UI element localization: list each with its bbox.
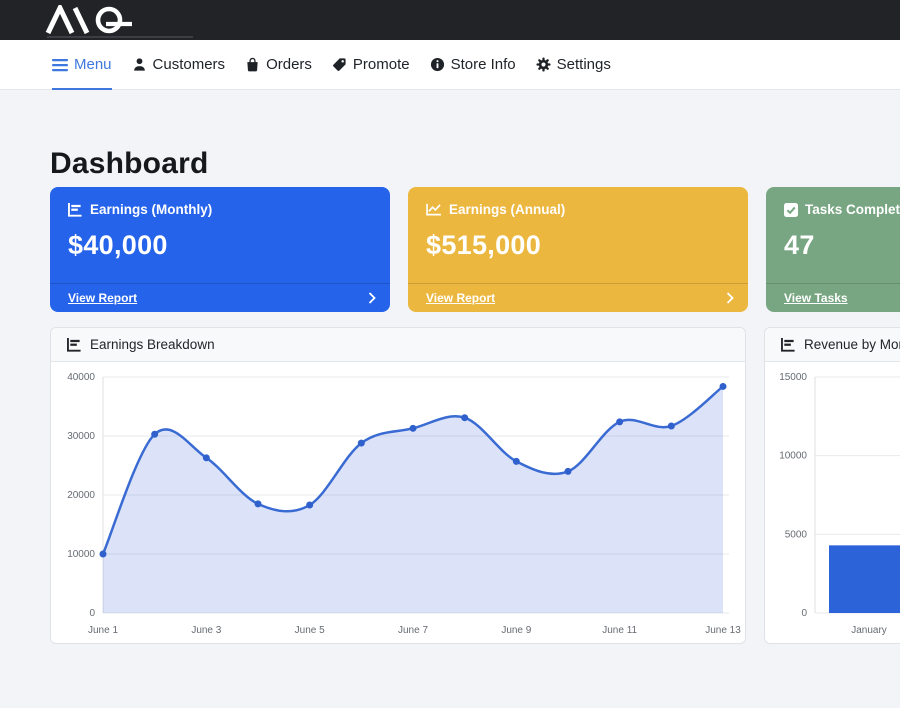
tasks-completed-card[interactable]: Tasks Completed 47 View Tasks: [766, 187, 900, 312]
aiq-logo-icon: [45, 2, 132, 35]
main-navigation: Menu Customers Orders Promote Store Info: [0, 40, 900, 90]
svg-text:40000: 40000: [67, 372, 95, 383]
chart-card-title: Earnings Breakdown: [90, 337, 215, 352]
stat-card-value: 47: [784, 230, 815, 260]
nav-label: Customers: [152, 56, 226, 73]
nav-label: Menu: [74, 56, 112, 73]
bar-chart-icon: [68, 202, 82, 217]
gear-icon: [536, 57, 551, 72]
svg-text:5000: 5000: [785, 529, 808, 540]
svg-text:June 13: June 13: [705, 625, 741, 636]
check-square-icon: [784, 202, 798, 217]
top-app-bar: [0, 0, 900, 40]
stat-card-value: $40,000: [68, 230, 168, 260]
brand-logo[interactable]: [45, 2, 137, 40]
tag-icon: [332, 58, 346, 71]
nav-item-store-info[interactable]: Store Info: [420, 40, 526, 89]
svg-text:0: 0: [89, 608, 95, 619]
svg-text:15000: 15000: [779, 372, 807, 383]
bar-chart-icon: [67, 337, 81, 352]
svg-text:0: 0: [801, 608, 807, 619]
svg-text:30000: 30000: [67, 431, 95, 442]
svg-text:June 11: June 11: [602, 625, 637, 636]
line-chart-icon: [426, 203, 441, 216]
svg-text:June 1: June 1: [88, 625, 118, 636]
chevron-right-icon: [368, 292, 376, 304]
chart-row: Earnings Breakdown 0 10000 20000 30000 40000…: [50, 327, 900, 644]
nav-item-menu[interactable]: Menu: [50, 40, 122, 90]
nav-item-settings[interactable]: Settings: [526, 40, 621, 89]
svg-text:10000: 10000: [67, 549, 95, 560]
svg-text:June 7: June 7: [398, 625, 428, 636]
nav-label: Store Info: [450, 56, 516, 73]
earnings-breakdown-line-chart[interactable]: 0 10000 20000 30000 40000 June 1 June 3 June 5 J…: [51, 363, 745, 644]
view-report-link[interactable]: View Report: [426, 291, 496, 305]
stat-card-row: Earnings (Monthly) $40,000 View Report E: [50, 187, 900, 312]
stat-card-title: Earnings (Monthly): [90, 202, 213, 217]
chart-card-title: Revenue by Month: [804, 337, 900, 352]
page-title: Dashboard: [50, 147, 209, 180]
chevron-right-icon: [726, 292, 734, 304]
svg-text:20000: 20000: [67, 490, 95, 501]
nav-item-orders[interactable]: Orders: [235, 40, 322, 89]
info-icon: [430, 57, 444, 72]
revenue-by-month-card: Revenue by Month 0 5000 10000 15000 January: [764, 327, 900, 644]
view-report-link[interactable]: View Report: [68, 291, 138, 305]
earnings-annual-card[interactable]: Earnings (Annual) $515,000 View Report: [408, 187, 748, 312]
nav-label: Orders: [266, 56, 312, 73]
nav-label: Promote: [352, 56, 410, 73]
svg-text:June 3: June 3: [191, 625, 221, 636]
svg-text:10000: 10000: [779, 451, 807, 462]
page-content: Dashboard Earnings (Monthly) $40,000 Vie…: [0, 147, 900, 644]
svg-text:January: January: [851, 625, 887, 636]
bag-icon: [247, 57, 258, 72]
earnings-breakdown-card: Earnings Breakdown 0 10000 20000 30000 40000…: [50, 327, 746, 644]
person-icon: [133, 58, 145, 71]
logo-underline: [47, 36, 193, 38]
bar-chart-icon: [781, 337, 795, 352]
stat-card-value: $515,000: [426, 230, 542, 260]
nav-label: Settings: [556, 56, 611, 73]
svg-text:June 9: June 9: [501, 625, 531, 636]
earnings-monthly-card[interactable]: Earnings (Monthly) $40,000 View Report: [50, 187, 390, 312]
stat-card-title: Tasks Completed: [805, 202, 900, 217]
nav-item-customers[interactable]: Customers: [122, 40, 236, 89]
hamburger-icon: [52, 58, 68, 71]
revenue-by-month-bar-chart[interactable]: 0 5000 10000 15000 January: [765, 363, 900, 644]
view-tasks-link[interactable]: View Tasks: [784, 291, 848, 305]
nav-item-promote[interactable]: Promote: [322, 40, 420, 89]
svg-text:June 5: June 5: [295, 625, 325, 636]
stat-card-title: Earnings (Annual): [449, 202, 566, 217]
